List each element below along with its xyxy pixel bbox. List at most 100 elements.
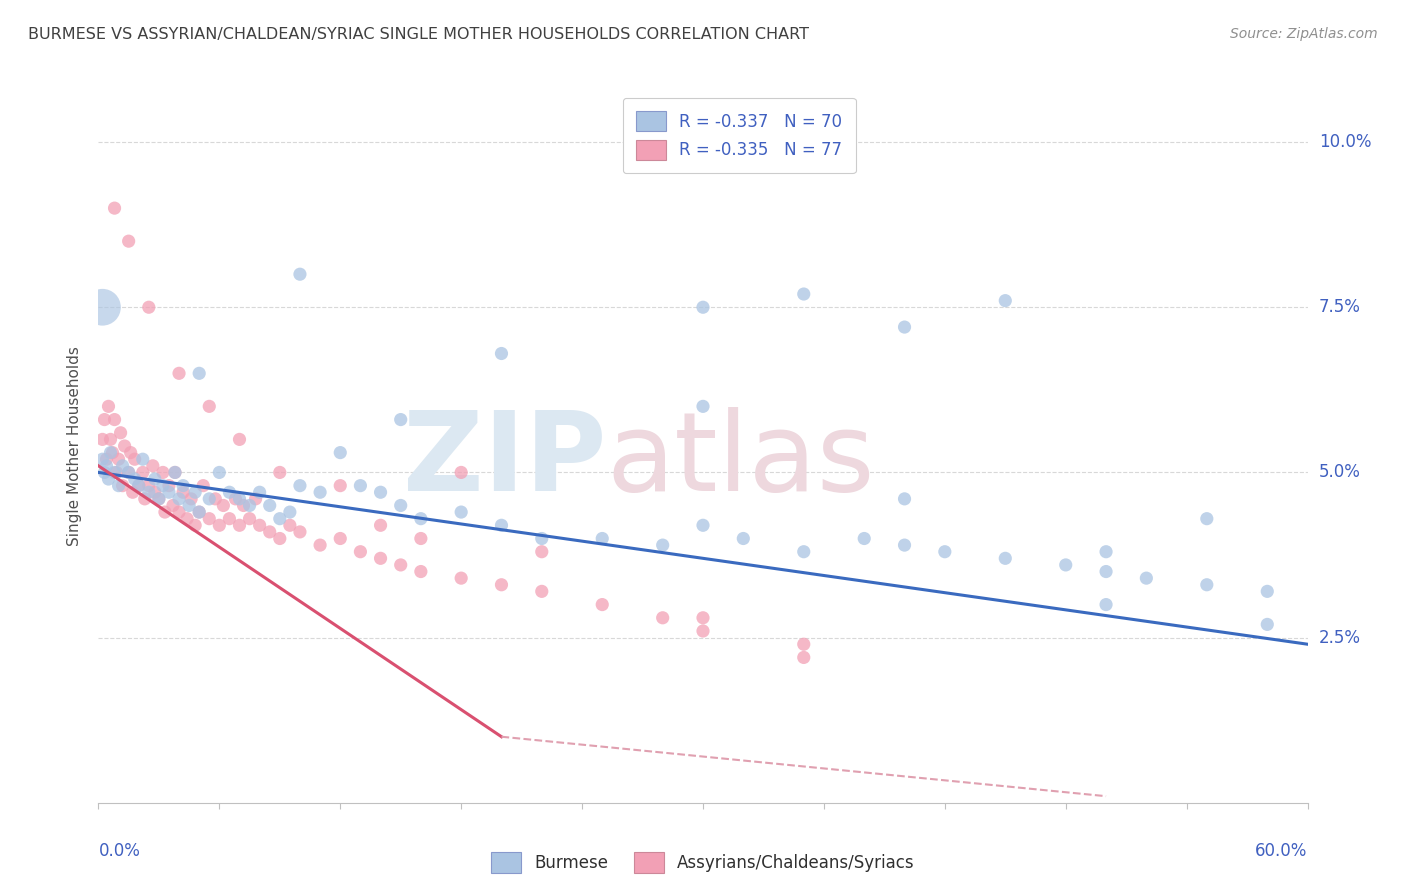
Point [167,505,190,519]
Point [349,478,371,492]
Point [651,611,673,625]
Point [269,532,291,546]
Point [793,287,815,301]
Point [692,400,714,414]
Text: 7.5%: 7.5% [1319,298,1361,317]
Point [172,485,194,500]
Point [148,491,170,506]
Point [91,433,114,447]
Point [212,499,235,513]
Point [793,650,815,665]
Point [228,518,250,533]
Point [793,637,815,651]
Text: 0.0%: 0.0% [98,842,141,860]
Text: 5.0%: 5.0% [1319,464,1361,482]
Point [278,505,301,519]
Point [409,511,432,525]
Point [239,499,262,513]
Point [148,491,170,506]
Point [93,412,115,426]
Point [107,452,129,467]
Point [370,518,392,533]
Point [994,293,1017,308]
Point [128,478,150,492]
Point [692,611,714,625]
Point [591,598,613,612]
Point [184,485,207,500]
Point [239,511,262,525]
Point [188,505,211,519]
Point [329,478,352,492]
Point [409,565,432,579]
Point [733,532,755,546]
Point [103,412,125,426]
Point [208,466,231,480]
Point [100,445,122,459]
Point [184,518,207,533]
Point [530,584,553,599]
Point [97,400,120,414]
Point [269,511,291,525]
Point [163,466,186,480]
Point [309,485,332,500]
Point [934,545,956,559]
Point [153,505,176,519]
Point [450,466,472,480]
Point [245,491,267,506]
Point [491,518,513,533]
Point [176,511,198,525]
Point [143,485,166,500]
Point [1195,511,1218,525]
Point [167,367,190,381]
Point [249,518,271,533]
Point [118,466,141,480]
Point [163,466,186,480]
Point [329,532,352,546]
Text: BURMESE VS ASSYRIAN/CHALDEAN/SYRIAC SINGLE MOTHER HOUSEHOLDS CORRELATION CHART: BURMESE VS ASSYRIAN/CHALDEAN/SYRIAC SING… [28,27,808,42]
Point [893,491,915,506]
Point [107,478,129,492]
Point [1095,565,1118,579]
Point [591,532,613,546]
Point [1256,584,1278,599]
Point [138,300,160,314]
Point [1095,545,1118,559]
Point [218,511,240,525]
Point [193,478,215,492]
Point [893,538,915,552]
Point [198,400,221,414]
Point [134,491,156,506]
Point [162,499,184,513]
Point [111,478,134,492]
Point [259,499,281,513]
Point [96,452,118,467]
Point [370,551,392,566]
Point [692,300,714,314]
Point [218,485,240,500]
Y-axis label: Single Mother Households: Single Mother Households [67,346,83,546]
Point [288,478,311,492]
Point [91,300,114,314]
Point [121,485,143,500]
Point [853,532,876,546]
Point [114,439,136,453]
Point [370,485,392,500]
Text: 2.5%: 2.5% [1319,629,1361,647]
Point [793,545,815,559]
Point [208,518,231,533]
Point [228,491,250,506]
Point [157,485,180,500]
Point [1054,558,1077,572]
Point [692,624,714,638]
Point [288,267,311,281]
Point [179,499,201,513]
Point [994,551,1017,566]
Text: 10.0%: 10.0% [1319,133,1371,151]
Point [96,458,118,473]
Point [1135,571,1157,585]
Point [103,466,125,480]
Text: ZIP: ZIP [404,407,606,514]
Point [118,466,141,480]
Point [409,532,432,546]
Point [349,545,371,559]
